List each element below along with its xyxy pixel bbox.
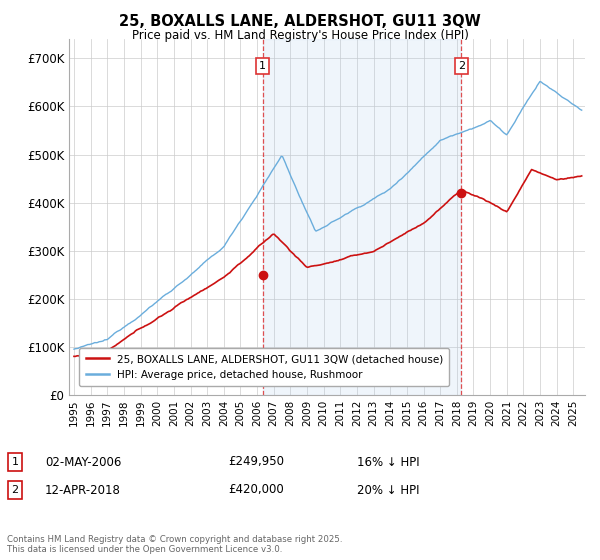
Text: 12-APR-2018: 12-APR-2018	[45, 483, 121, 497]
Text: Price paid vs. HM Land Registry's House Price Index (HPI): Price paid vs. HM Land Registry's House …	[131, 29, 469, 42]
Text: 1: 1	[259, 61, 266, 71]
Text: £420,000: £420,000	[228, 483, 284, 497]
Legend: 25, BOXALLS LANE, ALDERSHOT, GU11 3QW (detached house), HPI: Average price, deta: 25, BOXALLS LANE, ALDERSHOT, GU11 3QW (d…	[79, 348, 449, 386]
Text: 2: 2	[458, 61, 465, 71]
Text: 25, BOXALLS LANE, ALDERSHOT, GU11 3QW: 25, BOXALLS LANE, ALDERSHOT, GU11 3QW	[119, 14, 481, 29]
Text: £249,950: £249,950	[228, 455, 284, 469]
Text: Contains HM Land Registry data © Crown copyright and database right 2025.
This d: Contains HM Land Registry data © Crown c…	[7, 535, 343, 554]
Bar	[263, 39, 461, 395]
Text: 1: 1	[11, 457, 19, 467]
Text: 02-MAY-2006: 02-MAY-2006	[45, 455, 121, 469]
Text: 20% ↓ HPI: 20% ↓ HPI	[357, 483, 419, 497]
Text: 2: 2	[11, 485, 19, 495]
Text: 16% ↓ HPI: 16% ↓ HPI	[357, 455, 419, 469]
